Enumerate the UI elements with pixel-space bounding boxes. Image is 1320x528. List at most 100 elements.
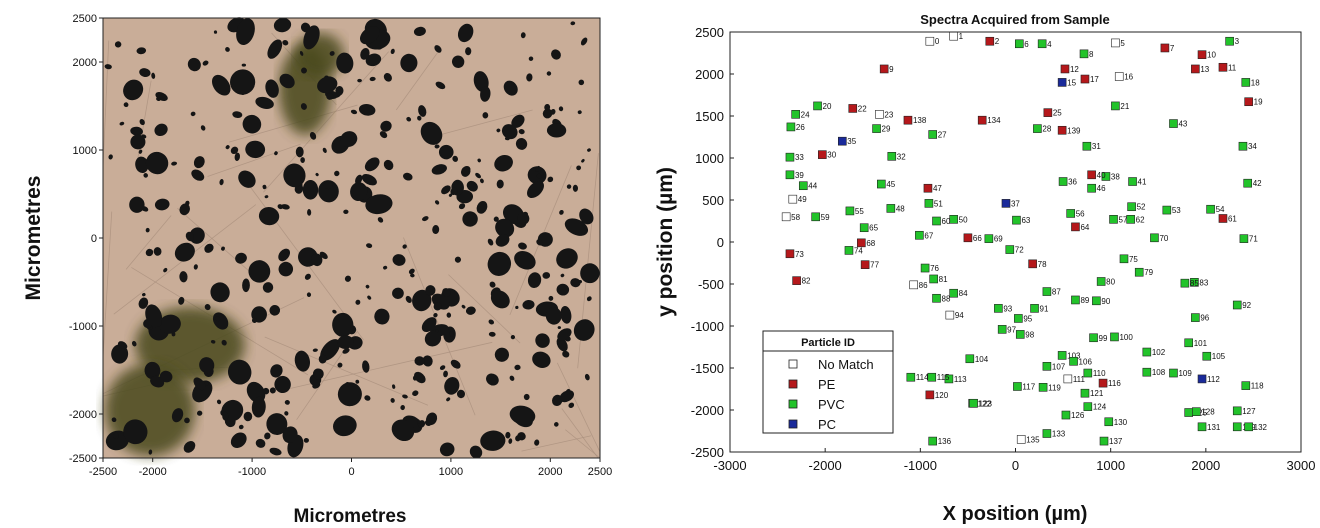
micrograph-particle bbox=[242, 114, 262, 134]
micrograph-particle bbox=[443, 370, 448, 378]
point-27 bbox=[928, 130, 938, 139]
micrograph-particle bbox=[504, 137, 510, 141]
micrograph-particle bbox=[255, 96, 274, 109]
micrograph-particle bbox=[508, 438, 513, 444]
micrograph-particle bbox=[536, 239, 543, 246]
micrograph-x-tick-label: 2000 bbox=[538, 466, 562, 478]
micrograph-particle bbox=[105, 430, 129, 451]
point-108 bbox=[1142, 367, 1152, 377]
micrograph-particle bbox=[303, 437, 309, 443]
point-111 bbox=[1063, 374, 1073, 384]
micrograph-particle bbox=[557, 328, 572, 341]
micrograph-particle bbox=[280, 204, 290, 210]
micrograph-particle bbox=[283, 163, 306, 188]
micrograph-particle bbox=[145, 151, 169, 175]
micrograph-scratch bbox=[521, 435, 592, 452]
point-label-117: 117 bbox=[1022, 382, 1035, 391]
micrograph-particle bbox=[319, 251, 328, 260]
point-82 bbox=[792, 276, 801, 285]
micrograph-particle bbox=[527, 180, 544, 199]
micrograph-particle bbox=[461, 165, 471, 175]
point-117 bbox=[1013, 382, 1022, 391]
micrograph-particle bbox=[364, 157, 380, 172]
point-label-69: 69 bbox=[994, 235, 1003, 244]
point-41 bbox=[1128, 177, 1137, 186]
micrograph-particle bbox=[535, 167, 541, 172]
micrograph-particle bbox=[528, 56, 534, 61]
micrograph-particle bbox=[242, 278, 250, 293]
scatter-x-ticks: -3000 -2000 -1000 0 1000 2000 3000 bbox=[713, 448, 1315, 473]
point-label-113: 113 bbox=[954, 375, 967, 384]
micrograph-particle bbox=[480, 430, 506, 451]
micrograph-particle bbox=[402, 394, 408, 399]
micrograph-particle bbox=[221, 339, 227, 346]
point-label-10: 10 bbox=[1207, 51, 1216, 60]
micrograph-particle bbox=[550, 108, 556, 115]
micrograph-scratch bbox=[448, 274, 521, 344]
micrograph-particle bbox=[425, 412, 438, 426]
point-52 bbox=[1127, 202, 1136, 212]
micrograph-particle bbox=[342, 348, 350, 354]
micrograph-particle bbox=[414, 356, 425, 366]
point-64 bbox=[1071, 222, 1080, 232]
micrograph-particle bbox=[230, 69, 256, 95]
point-label-138: 138 bbox=[913, 116, 927, 125]
point-13 bbox=[1191, 64, 1200, 74]
micrograph-particle bbox=[495, 218, 515, 238]
point-label-7: 7 bbox=[1170, 44, 1175, 53]
point-label-125: 125 bbox=[1194, 409, 1208, 418]
point-label-3: 3 bbox=[1235, 37, 1240, 46]
micrograph-particle bbox=[318, 354, 327, 364]
micrograph-particle bbox=[369, 76, 376, 82]
point-label-22: 22 bbox=[858, 104, 867, 113]
micrograph-particle bbox=[193, 264, 198, 270]
micrograph-particle bbox=[578, 79, 585, 86]
legend-swatch-pe bbox=[788, 379, 798, 389]
micrograph-particle bbox=[204, 243, 214, 253]
point-106 bbox=[1069, 356, 1078, 366]
point-58 bbox=[781, 212, 791, 222]
point-116 bbox=[1098, 378, 1108, 388]
micrograph-particle bbox=[282, 426, 298, 444]
point-label-34: 34 bbox=[1248, 142, 1257, 151]
micrograph-particle bbox=[438, 144, 454, 160]
micrograph-particle bbox=[410, 273, 415, 278]
micrograph-particle bbox=[482, 112, 489, 119]
micrograph-particle bbox=[191, 169, 205, 181]
micrograph-particle bbox=[515, 435, 521, 442]
micrograph-particle bbox=[179, 271, 188, 283]
micrograph-particle bbox=[248, 260, 271, 283]
micrograph-particle bbox=[156, 96, 161, 102]
micrograph-particles bbox=[104, 17, 600, 459]
micrograph-particle bbox=[185, 200, 190, 206]
point-label-119: 119 bbox=[1048, 383, 1061, 392]
point-label-54: 54 bbox=[1216, 205, 1225, 214]
scatter-title: Spectra Acquired from Sample bbox=[920, 12, 1110, 27]
micrograph-particle bbox=[518, 242, 527, 250]
micrograph-particle bbox=[295, 146, 304, 158]
micrograph-particle bbox=[367, 295, 372, 300]
point-2 bbox=[985, 36, 995, 46]
micrograph-particle bbox=[204, 304, 211, 311]
micrograph-particle bbox=[183, 441, 196, 453]
micrograph-particle bbox=[150, 375, 165, 388]
micrograph-particle bbox=[159, 314, 181, 334]
point-label-136: 136 bbox=[938, 437, 952, 446]
micrograph-particle bbox=[123, 102, 129, 108]
point-label-53: 53 bbox=[1172, 206, 1181, 215]
micrograph-particle bbox=[136, 47, 147, 55]
micrograph-particle bbox=[365, 284, 370, 289]
point-95 bbox=[1014, 314, 1023, 323]
micrograph-particle bbox=[264, 195, 269, 199]
point-label-66: 66 bbox=[973, 234, 982, 243]
point-label-126: 126 bbox=[1071, 411, 1085, 420]
micrograph-particle bbox=[402, 244, 407, 249]
point-39 bbox=[785, 170, 795, 180]
micrograph-particle bbox=[558, 106, 564, 112]
micrograph-particle bbox=[392, 287, 404, 299]
scatter-x-label: X position (µm) bbox=[943, 503, 1088, 525]
micrograph-particle bbox=[355, 379, 360, 384]
point-53 bbox=[1162, 205, 1172, 215]
point-label-30: 30 bbox=[827, 151, 836, 160]
point-label-112: 112 bbox=[1207, 375, 1220, 384]
